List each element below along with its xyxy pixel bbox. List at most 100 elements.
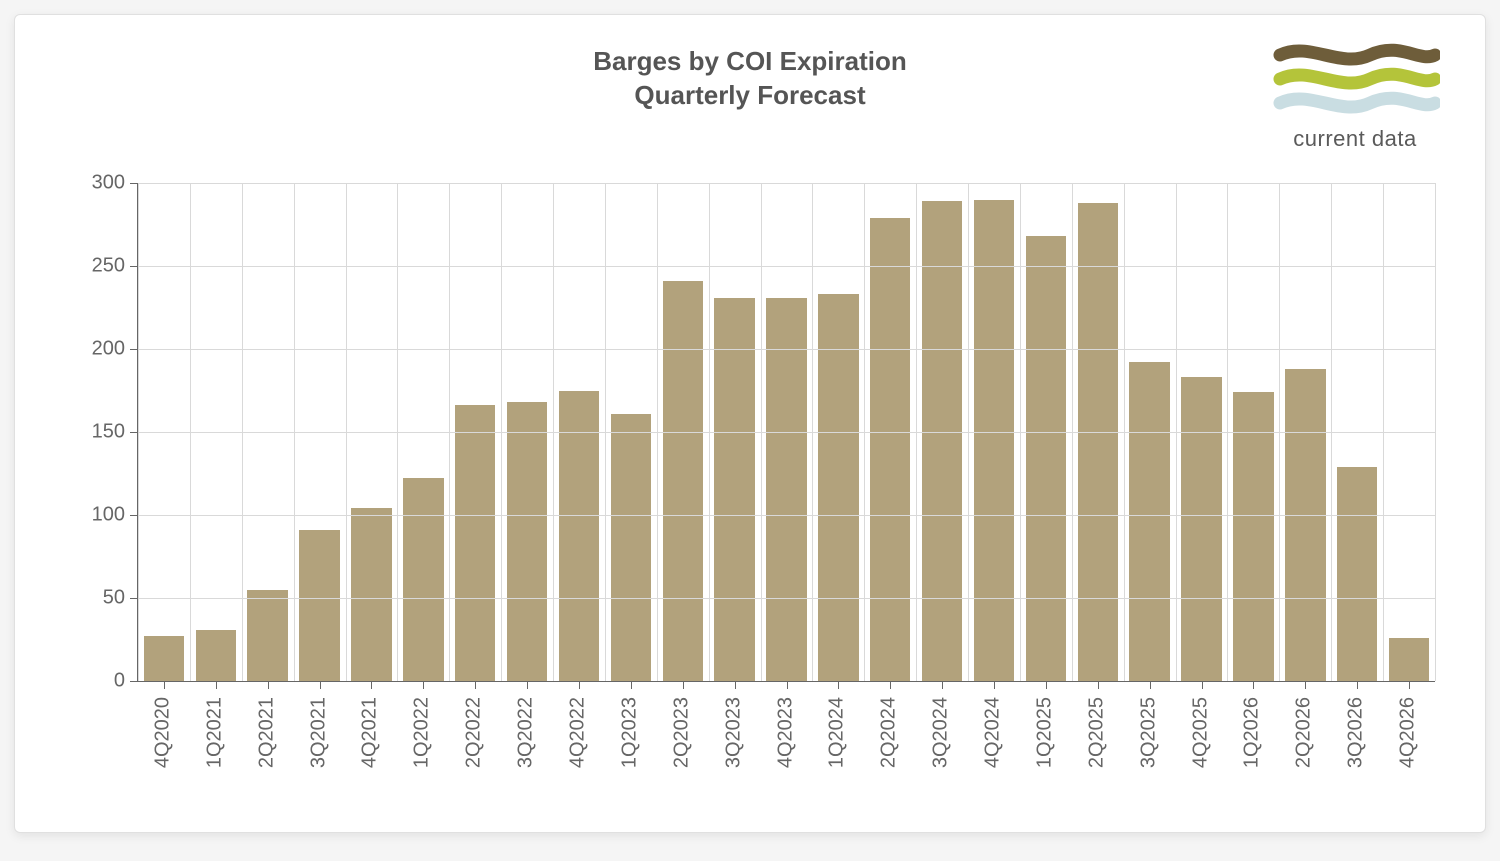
ytick-label: 250 <box>75 255 125 278</box>
xtick-label: 4Q2020 <box>151 697 174 768</box>
ytick-label: 200 <box>75 338 125 361</box>
xtick-mark <box>527 681 528 689</box>
brand-logo-text: current data <box>1265 126 1445 152</box>
bar <box>1389 638 1429 681</box>
bar <box>455 405 495 681</box>
xtick-mark <box>423 681 424 689</box>
bar <box>507 402 547 681</box>
xtick-label: 2Q2026 <box>1293 697 1316 768</box>
xtick-mark <box>1357 681 1358 689</box>
xtick-label: 3Q2021 <box>307 697 330 768</box>
xtick-label: 3Q2024 <box>930 697 953 768</box>
bar <box>299 530 339 681</box>
xtick-label: 3Q2025 <box>1137 697 1160 768</box>
ytick-label: 300 <box>75 172 125 195</box>
xtick-mark <box>631 681 632 689</box>
xtick-label: 2Q2024 <box>878 697 901 768</box>
waves-icon <box>1270 39 1440 115</box>
ytick-mark <box>130 183 138 184</box>
xtick-label: 3Q2026 <box>1345 697 1368 768</box>
xtick-mark <box>268 681 269 689</box>
ytick-mark <box>130 266 138 267</box>
ytick-label: 150 <box>75 421 125 444</box>
gridline <box>138 515 1435 516</box>
bar <box>766 298 806 681</box>
bar <box>1026 236 1066 681</box>
xtick-mark <box>216 681 217 689</box>
bar <box>611 414 651 681</box>
gridline <box>138 266 1435 267</box>
xtick-mark <box>1253 681 1254 689</box>
bar <box>818 294 858 681</box>
bar <box>714 298 754 681</box>
xtick-label: 1Q2024 <box>826 697 849 768</box>
xtick-label: 2Q2022 <box>463 697 486 768</box>
bar <box>663 281 703 681</box>
bar <box>403 478 443 681</box>
ytick-label: 100 <box>75 504 125 527</box>
xtick-mark <box>1305 681 1306 689</box>
bar <box>559 391 599 682</box>
xtick-mark <box>1046 681 1047 689</box>
xtick-label: 4Q2024 <box>982 697 1005 768</box>
xtick-label: 4Q2022 <box>566 697 589 768</box>
xtick-label: 1Q2021 <box>203 697 226 768</box>
xtick-mark <box>890 681 891 689</box>
chart-card: Barges by COI Expiration Quarterly Forec… <box>14 14 1486 833</box>
xtick-mark <box>942 681 943 689</box>
xtick-mark <box>320 681 321 689</box>
bar <box>1285 369 1325 681</box>
ytick-label: 50 <box>75 587 125 610</box>
bar <box>196 630 236 681</box>
bar <box>351 508 391 681</box>
ytick-label: 0 <box>75 670 125 693</box>
ytick-mark <box>130 432 138 433</box>
bar <box>1129 362 1169 681</box>
xtick-mark <box>164 681 165 689</box>
bar <box>922 201 962 681</box>
gridline <box>138 349 1435 350</box>
xtick-mark <box>371 681 372 689</box>
bar <box>247 590 287 681</box>
v-gridline <box>1435 183 1436 681</box>
ytick-mark <box>130 598 138 599</box>
xtick-label: 3Q2023 <box>722 697 745 768</box>
plot-area <box>137 183 1435 682</box>
xtick-label: 2Q2025 <box>1085 697 1108 768</box>
xtick-label: 3Q2022 <box>515 697 538 768</box>
brand-logo: current data <box>1265 39 1445 152</box>
xtick-label: 4Q2026 <box>1397 697 1420 768</box>
bar <box>1337 467 1377 681</box>
xtick-mark <box>683 681 684 689</box>
xtick-mark <box>1409 681 1410 689</box>
xtick-mark <box>735 681 736 689</box>
bar <box>1181 377 1221 681</box>
xtick-label: 4Q2023 <box>774 697 797 768</box>
xtick-label: 2Q2023 <box>670 697 693 768</box>
xtick-label: 1Q2025 <box>1033 697 1056 768</box>
bar <box>870 218 910 681</box>
ytick-mark <box>130 349 138 350</box>
xtick-mark <box>787 681 788 689</box>
gridline <box>138 598 1435 599</box>
gridline <box>138 432 1435 433</box>
ytick-mark <box>130 681 138 682</box>
xtick-mark <box>475 681 476 689</box>
bar <box>1078 203 1118 681</box>
gridline <box>138 183 1435 184</box>
xtick-label: 1Q2023 <box>618 697 641 768</box>
ytick-mark <box>130 515 138 516</box>
xtick-mark <box>1202 681 1203 689</box>
chart-area: 0 50 100 150 200 250 300 4Q2020 1Q2021 2Q2021 3Q20… <box>75 155 1445 802</box>
xtick-label: 1Q2026 <box>1241 697 1264 768</box>
xtick-label: 1Q2022 <box>411 697 434 768</box>
xtick-label: 4Q2021 <box>359 697 382 768</box>
xtick-mark <box>838 681 839 689</box>
bar <box>974 200 1014 681</box>
xtick-mark <box>579 681 580 689</box>
xtick-mark <box>1098 681 1099 689</box>
xtick-mark <box>994 681 995 689</box>
bar <box>1233 392 1273 681</box>
xtick-label: 2Q2021 <box>255 697 278 768</box>
bar <box>144 636 184 681</box>
